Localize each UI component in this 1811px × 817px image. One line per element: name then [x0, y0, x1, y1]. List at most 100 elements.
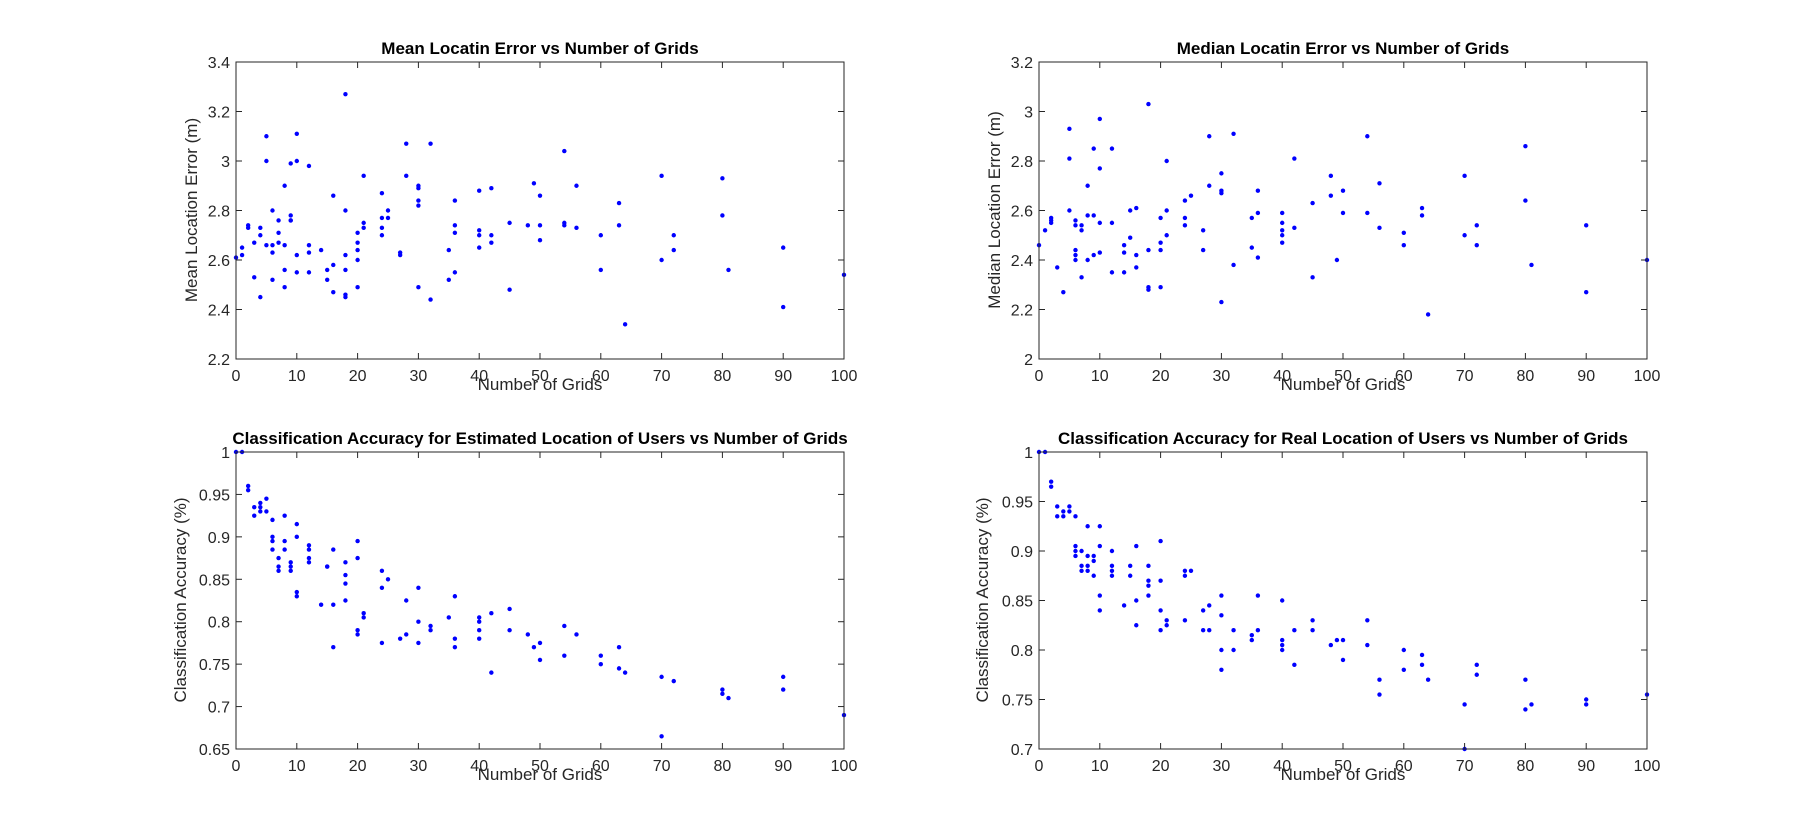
x-tick-label: 90 [1577, 368, 1595, 385]
scatter-point [416, 640, 421, 646]
scatter-point [1158, 538, 1163, 544]
scatter-point [537, 193, 543, 198]
scatter-point [1158, 285, 1163, 290]
scatter-point [1073, 252, 1078, 258]
scatter-point [1474, 223, 1479, 228]
scatter-point [574, 183, 579, 188]
scatter-point [489, 611, 494, 616]
scatter-point [1121, 242, 1127, 248]
scatter-point [1128, 208, 1133, 213]
scatter-point [331, 547, 336, 552]
scatter-point [525, 223, 531, 228]
scatter-point [258, 500, 263, 506]
scatter-point [1134, 205, 1139, 211]
scatter-point [537, 657, 543, 663]
subplot-title: Median Locatin Error vs Number of Grids [1177, 39, 1510, 58]
scatter-point [598, 653, 603, 658]
scatter-point [1529, 702, 1534, 707]
scatter-point [1401, 242, 1407, 248]
scatter-point [1067, 156, 1072, 161]
scatter-point [1146, 285, 1151, 290]
y-tick-label: 0.85 [1002, 594, 1033, 611]
scatter-point [1073, 218, 1078, 223]
scatter-point [1067, 504, 1072, 509]
scatter-point [294, 270, 299, 275]
scatter-point [531, 181, 537, 186]
scatter-point [1584, 289, 1589, 295]
scatter-point [331, 262, 336, 268]
scatter-point [258, 225, 263, 231]
scatter-point [258, 233, 263, 238]
scatter-point [306, 560, 312, 565]
scatter-point [258, 504, 263, 510]
scatter-point [245, 487, 251, 493]
scatter-point [1182, 573, 1188, 578]
scatter-point [1425, 312, 1431, 317]
scatter-point [1377, 692, 1382, 697]
scatter-point [264, 134, 269, 139]
scatter-marks [1036, 101, 1650, 317]
y-tick-label: 2.6 [208, 253, 230, 270]
y-tick-label: 3 [1024, 105, 1033, 122]
scatter-point [355, 285, 360, 290]
scatter-point [294, 521, 299, 527]
scatter-point [252, 275, 257, 280]
scatter-point [1328, 193, 1334, 198]
scatter-point [1365, 210, 1370, 216]
scatter-point [1523, 707, 1528, 712]
scatter-point [598, 661, 603, 667]
scatter-point [325, 267, 330, 273]
scatter-point [1292, 156, 1297, 161]
x-ticks: 0 10 20 30 40 50 60 70 80 90 100 [232, 452, 857, 775]
scatter-point [1085, 524, 1090, 529]
scatter-point [245, 483, 251, 489]
x-tick-label: 40 [1273, 758, 1291, 775]
scatter-point [1292, 628, 1297, 633]
y-tick-label: 2.4 [1011, 253, 1033, 270]
x-tick-label: 80 [1517, 368, 1535, 385]
scatter-point [562, 653, 567, 658]
scatter-point [282, 513, 287, 518]
scatter-point [1219, 613, 1224, 618]
scatter-point [1048, 479, 1054, 484]
x-tick-label: 50 [1334, 368, 1352, 385]
scatter-point [507, 287, 512, 292]
scatter-point [385, 577, 391, 582]
scatter-point [416, 183, 421, 188]
scatter-point [1231, 647, 1236, 653]
scatter-point [477, 619, 482, 624]
scatter-point [1249, 245, 1255, 250]
scatter-point [1219, 188, 1224, 193]
y-tick-label: 0.8 [208, 615, 230, 632]
scatter-point [1079, 228, 1084, 233]
x-tick-label: 20 [1152, 368, 1170, 385]
scatter-point [1134, 252, 1139, 258]
scatter-point [1073, 514, 1078, 519]
x-tick-label: 60 [1395, 368, 1413, 385]
scatter-point [343, 267, 348, 273]
x-axis-label: Number of Grids [1281, 375, 1406, 394]
scatter-point [616, 223, 622, 228]
scatter-point [1377, 677, 1382, 682]
x-tick-label: 20 [349, 368, 367, 385]
scatter-point [1128, 563, 1133, 569]
scatter-point [1280, 598, 1285, 603]
scatter-point [1164, 233, 1169, 238]
scatter-point [318, 247, 324, 253]
scatter-point [276, 555, 281, 561]
x-tick-label: 40 [470, 758, 488, 775]
scatter-point [489, 240, 494, 245]
scatter-point [355, 628, 360, 633]
scatter-point [318, 602, 324, 607]
scatter-point [1462, 233, 1467, 238]
scatter-point [1584, 697, 1589, 702]
y-tick-label: 0.75 [1002, 693, 1033, 710]
scatter-point [1419, 205, 1425, 211]
x-tick-label: 90 [774, 758, 792, 775]
scatter-point [294, 534, 299, 540]
scatter-point [294, 594, 299, 599]
scatter-point [726, 267, 731, 273]
scatter-point [379, 233, 385, 238]
x-tick-label: 0 [232, 758, 241, 775]
scatter-point [1310, 628, 1315, 633]
